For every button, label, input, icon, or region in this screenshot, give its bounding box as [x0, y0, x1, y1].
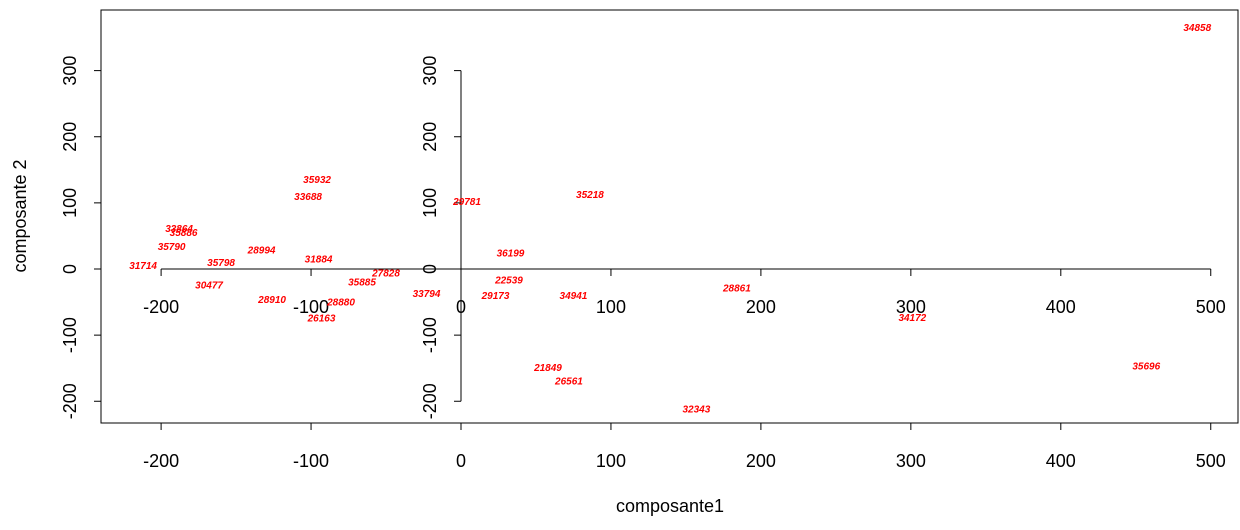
point-label: 33688 — [294, 192, 322, 203]
y-tick-label: 0 — [60, 264, 80, 274]
y-tick-label: -100 — [60, 317, 80, 353]
inner-y-tick-label: 200 — [420, 122, 440, 152]
x-tick-label: -100 — [293, 451, 329, 471]
point-label: 35885 — [348, 278, 376, 289]
plot-area — [100, 9, 1239, 424]
y-axis-title: composante 2 — [10, 159, 30, 272]
point-label: 26561 — [554, 376, 583, 387]
y-tick-label: 100 — [60, 188, 80, 218]
point-label: 36199 — [497, 249, 525, 260]
inner-y-tick-label: -100 — [420, 317, 440, 353]
point-label: 27828 — [371, 268, 400, 279]
x-tick-label: 100 — [596, 451, 626, 471]
y-tick-label: 200 — [60, 122, 80, 152]
point-label: 35218 — [576, 190, 604, 201]
x-axis: -200 -100 0 100 200 300 400 500 — [143, 422, 1226, 471]
point-label: 28880 — [326, 298, 355, 309]
point-label: 30477 — [195, 280, 223, 291]
point-label: 31884 — [305, 255, 333, 266]
x-tick-label: 500 — [1196, 451, 1226, 471]
x-tick-label: 300 — [896, 451, 926, 471]
point-label: 26163 — [307, 313, 336, 324]
point-label: 35886 — [170, 228, 198, 239]
y-tick-label: -200 — [60, 383, 80, 419]
y-axis: -200 -100 0 100 200 300 — [60, 56, 102, 419]
x-tick-label: 400 — [1046, 451, 1076, 471]
point-label: 31714 — [129, 261, 157, 272]
x-tick-label: 200 — [746, 451, 776, 471]
point-label: 33794 — [413, 289, 441, 300]
point-label: 35790 — [158, 242, 186, 253]
point-label: 32343 — [683, 405, 711, 416]
inner-x-tick-label: 500 — [1196, 297, 1226, 317]
point-label: 34172 — [898, 313, 926, 324]
point-label: 29173 — [481, 291, 510, 302]
x-axis-title: composante1 — [616, 496, 724, 516]
point-label: 35932 — [303, 175, 331, 186]
point-label: 34858 — [1183, 23, 1211, 34]
point-label: 33864 — [165, 224, 193, 235]
inner-x-tick-label: -200 — [143, 297, 179, 317]
inner-y-tick-label: 100 — [420, 188, 440, 218]
y-tick-label: 300 — [60, 56, 80, 86]
inner-x-tick-label: -100 — [293, 297, 329, 317]
point-label: 21849 — [533, 363, 562, 374]
inner-y-tick-label: 0 — [420, 264, 440, 274]
point-label: 29781 — [452, 197, 481, 208]
point-label: 34941 — [560, 291, 588, 302]
inner-axes: -200 -100 0 100 200 300 400 500-200-10001002003… — [143, 56, 1226, 420]
point-label: 28910 — [257, 295, 286, 306]
inner-x-tick-label: 100 — [596, 297, 626, 317]
inner-y-tick-label: 300 — [420, 56, 440, 86]
point-label: 35798 — [207, 258, 235, 269]
inner-x-tick-label: 200 — [746, 297, 776, 317]
x-tick-label: -200 — [143, 451, 179, 471]
point-label: 28861 — [722, 284, 751, 295]
point-label: 28994 — [247, 245, 276, 256]
inner-y-tick-label: -200 — [420, 383, 440, 419]
inner-x-tick-label: 400 — [1046, 297, 1076, 317]
point-label: 35696 — [1132, 362, 1160, 373]
point-label: 22539 — [494, 276, 523, 287]
x-tick-label: 0 — [456, 451, 466, 471]
inner-x-tick-label: 300 — [896, 297, 926, 317]
